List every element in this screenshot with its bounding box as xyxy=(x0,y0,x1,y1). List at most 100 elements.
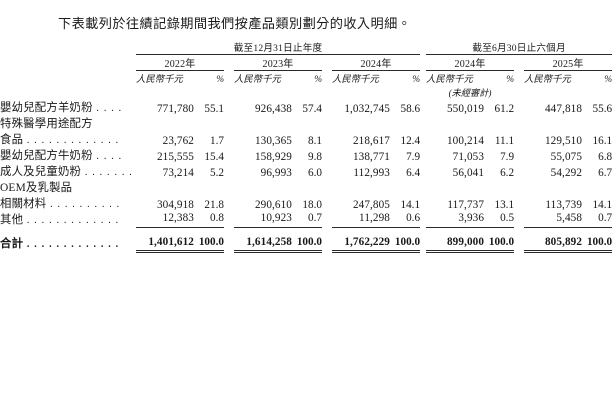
percent-label-2024-interim: % xyxy=(506,75,515,85)
period-header-2024-interim: 2024年 xyxy=(454,59,486,70)
row-label: 嬰幼兒配方羊奶粉 . . . . xyxy=(0,99,136,115)
group-rule-interim xyxy=(426,54,613,55)
cell-amount-3: 100,214 xyxy=(446,135,485,147)
group-header-interim: 截至6月30日止六個月 xyxy=(472,43,566,54)
cell-gap-0 xyxy=(224,227,234,251)
cell-gap-3 xyxy=(514,163,524,179)
row-label: OEM及乳製品 xyxy=(0,179,136,195)
cell-percent-0: 55.1 xyxy=(204,103,224,115)
row-label: 其他 . . . . . . . . . . . . . xyxy=(0,211,136,227)
cell-amount-3: 550,019 xyxy=(446,103,485,115)
unaudited-right-spacer xyxy=(514,85,612,99)
cell-gap-0 xyxy=(224,211,234,227)
cell-percent-1: 57.4 xyxy=(302,103,322,115)
period-gap-4 xyxy=(514,55,524,70)
cell-gap-0 xyxy=(224,147,234,163)
cell-amount-2: 218,617 xyxy=(352,135,390,147)
cell-amount-1: 158,929 xyxy=(254,151,292,163)
leader-dots: . . . . xyxy=(92,103,123,114)
row-empty-cells xyxy=(136,115,612,131)
group-rule-row xyxy=(0,54,613,55)
period-rule-2022 xyxy=(136,70,224,71)
percent-label-2023: % xyxy=(314,75,322,85)
cell-gap-3 xyxy=(514,227,524,251)
table-row: 成人及兒童奶粉 . . . . . . . 73,214 5.2 96,993 6.0 1… xyxy=(0,163,612,179)
cell-gap-1 xyxy=(322,163,332,179)
period-header-2023: 2023年 xyxy=(262,59,294,70)
cell-amount-1: 96,993 xyxy=(260,167,292,179)
cell-amount-2: 138,771 xyxy=(352,151,390,163)
cell-percent-4: 6.8 xyxy=(598,151,613,163)
period-rule-2025-interim xyxy=(524,70,613,71)
row-label-text: 嬰幼兒配方牛奶粉 xyxy=(0,150,93,162)
cell-amount-3: 899,000 xyxy=(426,227,485,253)
cell-gap-1 xyxy=(322,99,332,115)
cell-percent-1: 18.0 xyxy=(302,199,322,211)
table-head: 截至12月31日止年度 截至6月30日止六個月 2022年 2023年 xyxy=(0,40,613,99)
cell-amount-2: 1,762,229 xyxy=(332,227,390,253)
cell-gap-3 xyxy=(514,131,524,147)
row-label-text: 成人及兒童奶粉 xyxy=(0,166,82,178)
row-label: 特殊醫學用途配方 xyxy=(0,115,136,131)
row-label-text: 其他 xyxy=(0,214,24,226)
cell-amount-2: 11,298 xyxy=(332,211,390,228)
period-header-2025-interim: 2025年 xyxy=(552,59,584,70)
period-rule-2023 xyxy=(234,70,322,71)
cell-amount-3: 71,053 xyxy=(452,151,485,163)
cell-amount-2: 112,993 xyxy=(353,167,390,179)
row-label-text: 合計 xyxy=(0,238,24,250)
group-rule-annual xyxy=(136,54,421,55)
row-label-text: OEM及乳製品 xyxy=(0,182,73,194)
period-rule-2024-interim xyxy=(426,70,515,71)
cell-amount-3: 117,737 xyxy=(447,199,485,211)
cell-percent-4: 0.7 xyxy=(582,211,613,228)
cell-gap-1 xyxy=(322,195,332,211)
cell-percent-1: 8.1 xyxy=(308,135,322,147)
table-total-row: 合計 . . . . . . . . . . . . . 1,401,612 100… xyxy=(0,227,613,253)
cell-percent-4: 100.0 xyxy=(582,227,613,253)
percent-label-2024-annual: % xyxy=(412,75,421,85)
table-row: 嬰幼兒配方牛奶粉 . . . . 215,555 15.4 158,929 9.8 138… xyxy=(0,147,612,163)
cell-gap-0 xyxy=(224,195,234,211)
unit-label-2024-annual: 人民幣千元 xyxy=(332,75,379,85)
unit-label-2025-interim: 人民幣千元 xyxy=(524,75,571,85)
group-header-spacer xyxy=(0,40,136,54)
cell-gap-0 xyxy=(224,99,234,115)
period-rule-row xyxy=(0,70,613,71)
row-label: 合計 . . . . . . . . . . . . . xyxy=(0,227,136,251)
revenue-breakdown-table: 截至12月31日止年度 截至6月30日止六個月 2022年 2023年 xyxy=(0,40,613,253)
leader-dots: . . . . . . . . . . . . . xyxy=(23,135,120,146)
cell-amount-4: 5,458 xyxy=(524,211,583,228)
cell-percent-0: 15.4 xyxy=(204,151,224,163)
cell-percent-2: 14.1 xyxy=(400,199,421,211)
cell-amount-0: 304,918 xyxy=(156,199,194,211)
cell-percent-0: 100.0 xyxy=(194,227,224,253)
cell-gap-1 xyxy=(322,147,332,163)
row-label-text: 嬰幼兒配方羊奶粉 xyxy=(0,102,93,114)
leader-dots: . . . . . . . . . . xyxy=(46,199,121,210)
unit-label-2024-interim: 人民幣千元 xyxy=(426,75,473,85)
cell-percent-4: 14.1 xyxy=(592,199,613,211)
cell-percent-2: 0.6 xyxy=(390,211,421,228)
cell-percent-1: 100.0 xyxy=(292,227,322,253)
period-gap-1 xyxy=(224,55,234,70)
period-header-2024-annual: 2024年 xyxy=(360,59,392,70)
cell-amount-0: 771,780 xyxy=(156,103,194,115)
cell-amount-4: 113,739 xyxy=(545,199,583,211)
cell-gap-1 xyxy=(322,211,332,227)
cell-percent-4: 16.1 xyxy=(592,135,613,147)
row-label: 嬰幼兒配方牛奶粉 . . . . xyxy=(0,147,136,163)
cell-percent-0: 21.8 xyxy=(204,199,224,211)
cell-percent-3: 100.0 xyxy=(484,227,515,253)
cell-amount-4: 447,818 xyxy=(544,103,583,115)
unit-gap-2 xyxy=(322,71,332,85)
unit-header-row: 人民幣千元 % 人民幣千元 % 人民幣千元 % 人民幣千元 % 人民幣千元 % xyxy=(0,71,612,85)
period-header-row: 2022年 2023年 2024年 2024年 2025年 xyxy=(0,55,612,70)
cell-percent-2: 7.9 xyxy=(406,151,421,163)
table-row: 嬰幼兒配方羊奶粉 . . . . 771,780 55.1 926,438 57.4 1,… xyxy=(0,99,612,115)
row-label-text: 相關材料 xyxy=(0,198,47,210)
cell-percent-2: 100.0 xyxy=(390,227,421,253)
leader-dots: . . . . . . . . . . . . . xyxy=(23,239,120,250)
group-header-annual: 截至12月31日止年度 xyxy=(233,43,323,54)
